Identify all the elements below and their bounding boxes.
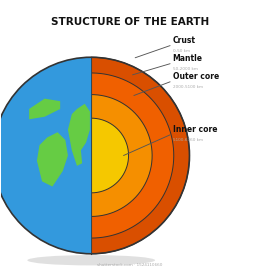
Circle shape — [9, 73, 174, 238]
Circle shape — [30, 95, 152, 216]
Text: Crust: Crust — [173, 36, 196, 45]
Polygon shape — [29, 99, 60, 119]
Text: 5100-6360 km: 5100-6360 km — [173, 138, 203, 142]
Text: Inner core: Inner core — [173, 125, 217, 134]
Circle shape — [54, 118, 128, 193]
Text: STRUCTURE OF THE EARTH: STRUCTURE OF THE EARTH — [51, 17, 209, 27]
Ellipse shape — [27, 255, 155, 265]
Text: Mantle: Mantle — [173, 54, 203, 63]
Circle shape — [0, 57, 190, 254]
Text: 0-50 km: 0-50 km — [173, 49, 190, 53]
Text: shutterstock.com · 1524110660: shutterstock.com · 1524110660 — [97, 263, 163, 267]
Polygon shape — [68, 104, 90, 166]
Wedge shape — [0, 57, 91, 254]
Text: Outer core: Outer core — [173, 72, 219, 81]
Text: 2000-5100 km: 2000-5100 km — [173, 85, 203, 89]
Text: 50-2000 km: 50-2000 km — [173, 67, 198, 71]
Polygon shape — [37, 132, 68, 186]
